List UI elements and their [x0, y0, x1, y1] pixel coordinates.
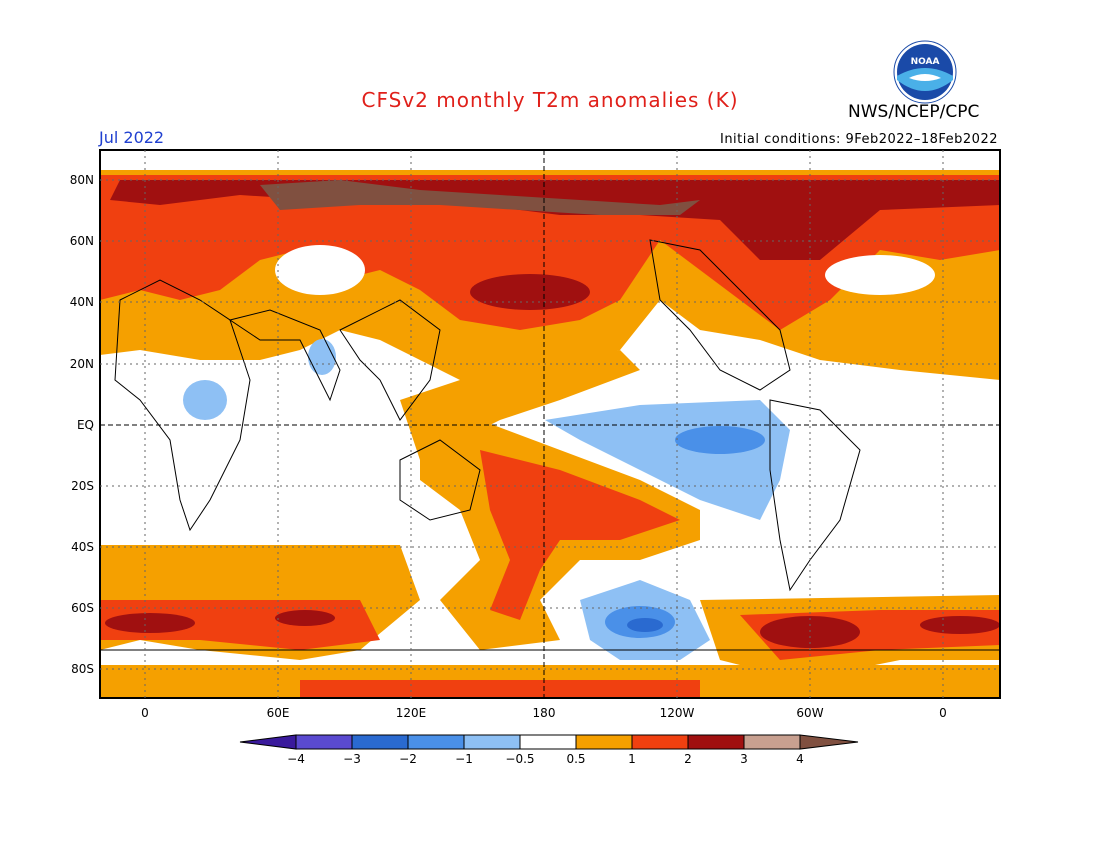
- lon-label: 0: [141, 706, 149, 720]
- anomaly-field: [100, 150, 1000, 698]
- lat-label: 20N: [69, 357, 94, 371]
- lon-label: 60W: [796, 706, 824, 720]
- anomaly-region-siberia-white: [275, 245, 365, 295]
- lon-label: 60E: [266, 706, 290, 720]
- colorbar-label: −4: [287, 752, 305, 766]
- lat-label: EQ: [76, 418, 94, 432]
- anomaly-region-southern-darkred-2: [275, 610, 335, 626]
- colorbar-label: 0.5: [566, 752, 586, 766]
- lon-label: 120W: [659, 706, 695, 720]
- anomaly-region-south-pacific-red: [480, 450, 680, 620]
- anomaly-region-amundsen-dark-blue: [627, 618, 663, 632]
- colorbar-label: 1: [628, 752, 636, 766]
- anomaly-region-east-pacific-mid-blue: [675, 426, 765, 454]
- lat-label: 40S: [71, 540, 94, 554]
- colorbar: [239, 734, 859, 750]
- lat-label: 80N: [69, 173, 94, 187]
- anomaly-region-southern-darkred-1: [105, 613, 195, 633]
- colorbar-label: −2: [399, 752, 417, 766]
- anomaly-region-arctic-brown: [260, 180, 700, 215]
- lat-label: 20S: [71, 479, 94, 493]
- colorbar-label: −3: [343, 752, 361, 766]
- lon-label: 0: [939, 706, 947, 720]
- forecast-month: Jul 2022: [99, 128, 165, 147]
- anomaly-region-atlantic-white: [825, 255, 935, 295]
- colorbar-label: 2: [684, 752, 692, 766]
- initial-conditions: Initial conditions: 9Feb2022–18Feb2022: [719, 132, 998, 147]
- anomaly-region-india-blue: [308, 339, 336, 375]
- colorbar-label: −0.5: [505, 752, 535, 766]
- lat-label: 80S: [71, 662, 94, 676]
- agency-label: NWS/NCEP/CPC: [848, 102, 980, 122]
- colorbar-label: 3: [740, 752, 748, 766]
- noaa-logo-icon: NOAA: [893, 40, 957, 104]
- anomaly-region-africa-blue: [183, 380, 227, 420]
- anomaly-region-arctic-darkred: [110, 180, 1000, 260]
- colorbar-label: −1: [455, 752, 473, 766]
- lon-label: 120E: [395, 706, 427, 720]
- chart-title: CFSv2 monthly T2m anomalies (K): [361, 88, 739, 112]
- equator-dateline: [100, 150, 1000, 698]
- colorbar-label: 4: [796, 752, 804, 766]
- anomaly-region-south-atlantic-darkred-2: [920, 616, 1000, 634]
- lon-label: 180: [532, 706, 556, 720]
- map-frame: [99, 149, 1001, 699]
- lat-label: 60S: [71, 601, 94, 615]
- anomaly-region-antarctic-red: [300, 680, 700, 698]
- lat-label: 40N: [69, 295, 94, 309]
- svg-text:NOAA: NOAA: [911, 57, 940, 67]
- anomaly-region-pacific-darkred: [470, 274, 590, 310]
- lat-label: 60N: [69, 234, 94, 248]
- graticule: [100, 150, 1000, 698]
